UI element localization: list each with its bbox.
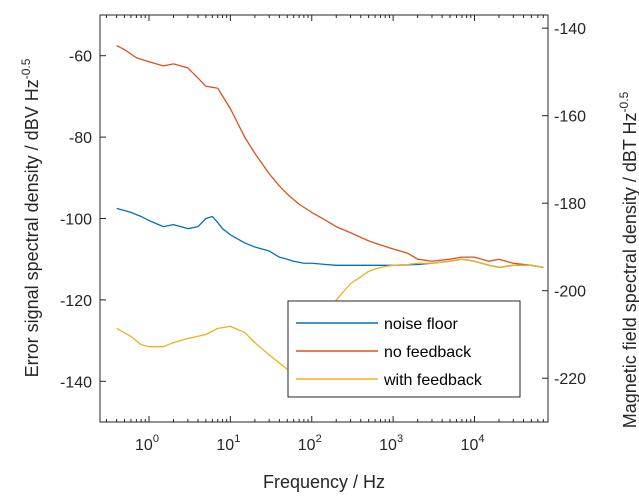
legend-label-no-feedback: no feedback [384,344,472,361]
y-tick-label-right: -180 [554,196,586,213]
y-axis-label-left-exponent: -0.5 [19,58,33,79]
x-tick-label: 101 [216,433,240,454]
y-axis-label-right-text: Magnetic field spectral density / dBT Hz [620,112,639,428]
y-tick-label-left: -80 [69,130,92,147]
y-axis-label-right-exponent: -0.5 [617,91,631,112]
svg-text:Magnetic field spectral densit: Magnetic field spectral density / dBT Hz… [617,91,639,428]
y-tick-label-right: -200 [554,284,586,301]
y-axis-label-right: Magnetic field spectral density / dBT Hz… [617,91,639,428]
legend-label-noise-floor: noise floor [384,316,458,333]
x-tick-label: 103 [379,433,403,454]
legend: noise floor no feedback with feedback [287,300,521,398]
y-axis-label-left: Error signal spectral density / dBV Hz-0… [19,58,42,377]
x-tick-label: 104 [461,433,485,454]
legend-label-with-feedback: with feedback [383,372,483,389]
svg-text:Error signal spectral density: Error signal spectral density / dBV Hz-0… [19,58,42,377]
y-tick-label-left: -140 [60,374,92,391]
y-tick-label-right: -220 [554,371,586,388]
legend-box [287,300,521,398]
x-tick-label: 100 [135,433,159,454]
y-tick-label-left: -100 [60,212,92,229]
y-tick-label-left: -60 [69,49,92,66]
y-tick-label-right: -160 [554,109,586,126]
y-tick-label-right: -140 [554,21,586,38]
axes-layer: 100 101 102 103 104 -60 -80 -100 -120 -140 -140 -16… [60,14,586,454]
x-tick-label: 102 [298,433,322,454]
series-line-no-feedback [116,44,544,268]
y-tick-label-left: -120 [60,293,92,310]
y-axis-label-left-text: Error signal spectral density / dBV Hz [22,79,42,377]
x-axis-label: Frequency / Hz [263,472,385,492]
